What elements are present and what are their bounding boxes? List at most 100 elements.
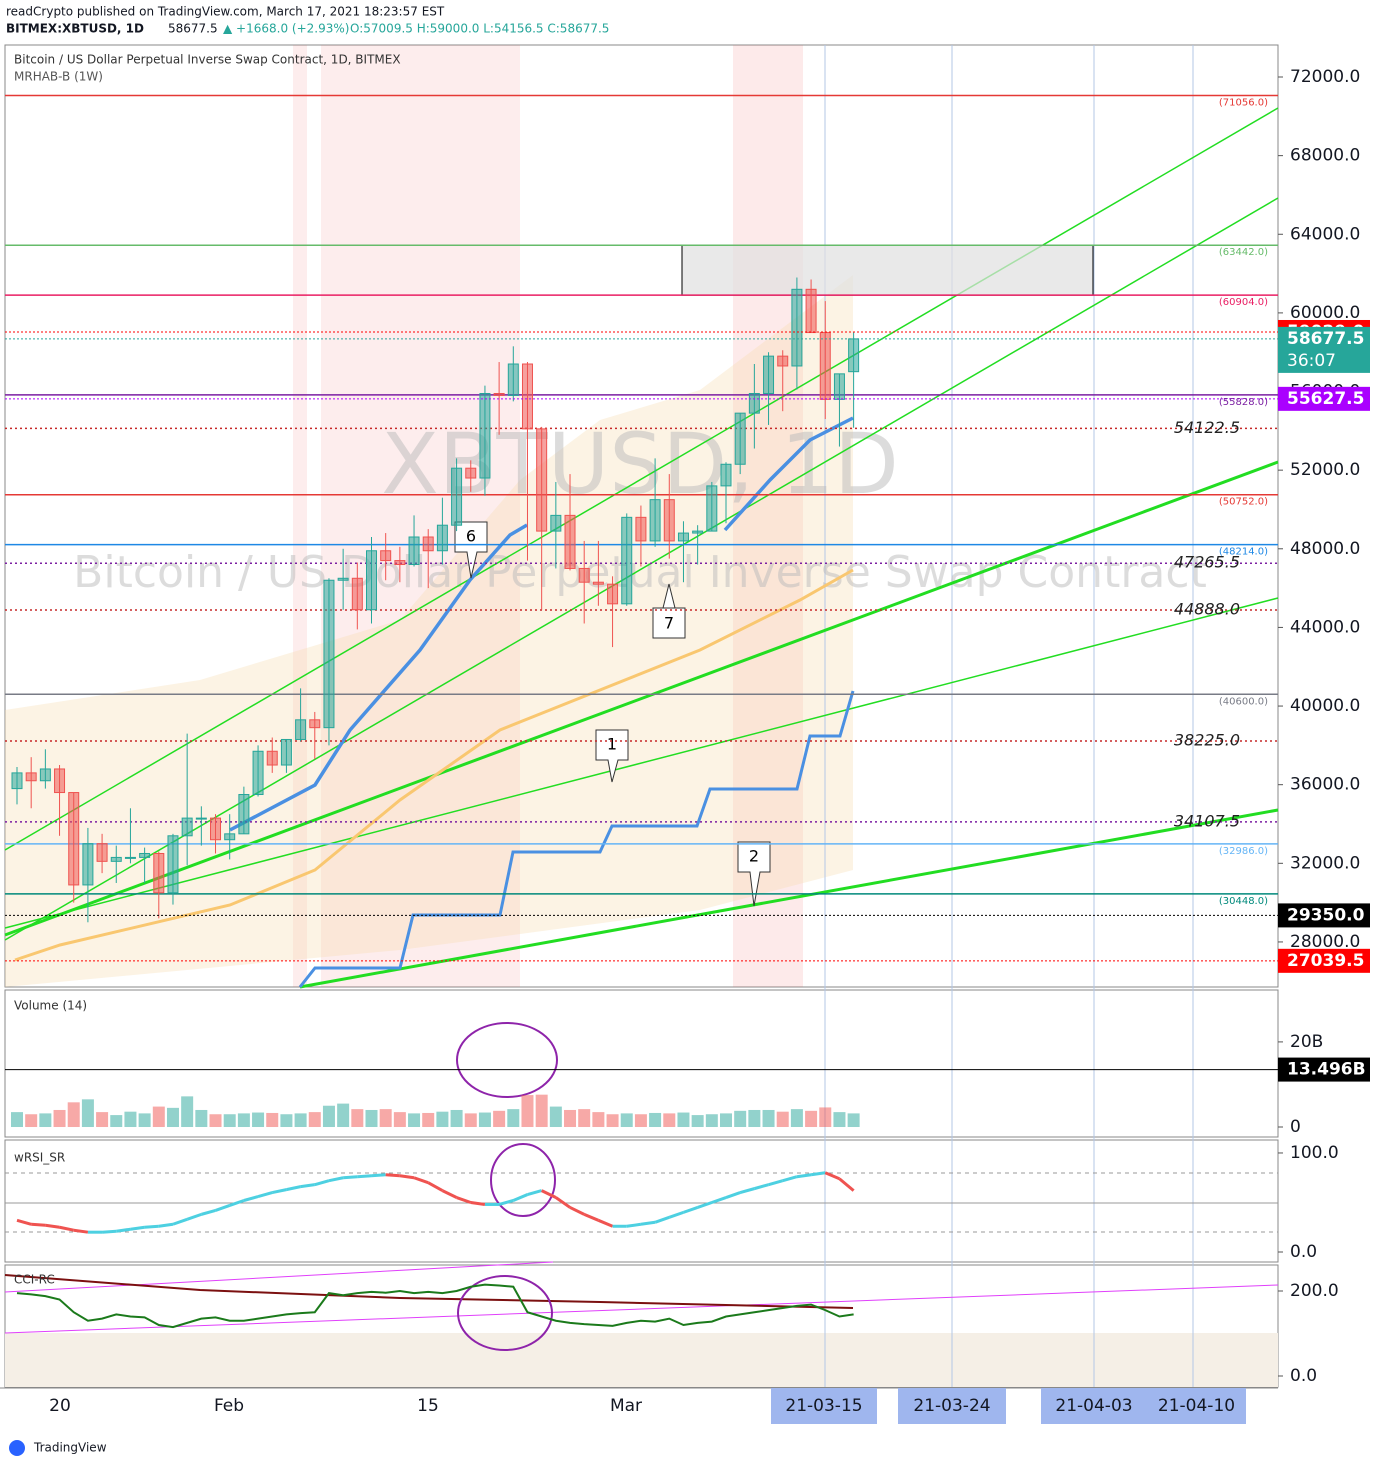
candle-body [493, 392, 505, 396]
volume-bar [606, 1114, 619, 1128]
volume-bar [11, 1112, 23, 1128]
indicator-segment [357, 1174, 372, 1179]
volume-bar [805, 1110, 818, 1128]
candle-body [706, 485, 718, 532]
candle-body [252, 750, 264, 796]
header-bg [0, 0, 1382, 44]
y-tick-label: 200.0 [1290, 1281, 1339, 1301]
candle-body [210, 817, 222, 841]
moving-average [229, 523, 528, 832]
candle-body [195, 817, 207, 820]
level-label: 47265.5 [1174, 553, 1240, 572]
candle-body [649, 499, 661, 542]
cci-band [5, 1333, 1278, 1387]
level-label: (71056.0) [1219, 98, 1268, 109]
callout: 1 [595, 729, 629, 783]
volume-bar [195, 1109, 208, 1128]
highlight-band [321, 45, 520, 987]
indicator-segment [31, 1222, 46, 1227]
candle-body [692, 530, 704, 534]
indicator-segment [697, 1201, 713, 1209]
indicator-segment [257, 1191, 273, 1198]
y-tick-label: 72000.0 [1290, 67, 1360, 87]
candle-body [578, 567, 590, 583]
candle-body [833, 373, 845, 400]
volume-bar [422, 1112, 435, 1128]
callout: 7 [652, 583, 686, 639]
price-axis [1279, 0, 1382, 1467]
indicator-segment [130, 1225, 145, 1231]
indicator-segment [541, 1189, 557, 1199]
callout-label: 2 [749, 847, 759, 866]
volume-bar [464, 1113, 477, 1128]
x-range-box [1147, 1388, 1246, 1424]
level-label: (50752.0) [1219, 497, 1268, 508]
volume-bar [25, 1114, 38, 1128]
x-range-label: 21-04-10 [1158, 1396, 1235, 1416]
volume-bar [280, 1114, 293, 1128]
candle-body [309, 719, 321, 729]
volume-bar [393, 1112, 406, 1128]
price-tag-label: 58677.5 [1287, 329, 1364, 349]
candle-body [479, 392, 491, 479]
level-label: 38225.0 [1174, 730, 1240, 749]
candle-body [734, 412, 746, 465]
indicator-segment [371, 1173, 386, 1178]
indicator-segment [569, 1206, 585, 1216]
candle-body [819, 332, 831, 400]
moving-average [14, 568, 854, 962]
level-label: (48214.0) [1219, 547, 1268, 558]
candle-body [380, 550, 392, 562]
level-label: (40600.0) [1219, 696, 1268, 707]
callout: 2 [737, 841, 771, 907]
volume-bar [776, 1111, 789, 1128]
price-tag [1278, 903, 1370, 928]
indicator-segment [73, 1228, 89, 1234]
volume-bar [493, 1110, 506, 1128]
candle-body [280, 738, 292, 766]
candle-body [39, 768, 51, 782]
volume-bar [564, 1109, 577, 1128]
candle-body [11, 772, 23, 790]
indicator-segment [739, 1187, 755, 1195]
volume-bar [124, 1111, 137, 1128]
volume-bar [734, 1110, 747, 1128]
indicator-segment [711, 1196, 727, 1204]
channel-line [4, 1284, 1279, 1334]
candle-body [791, 288, 803, 367]
indicator-segment [441, 1189, 458, 1199]
indicator-segment [144, 1224, 159, 1229]
volume-bar [450, 1109, 463, 1128]
trend-line [4, 197, 1279, 941]
candle-body [720, 463, 732, 487]
volume-bar [748, 1109, 761, 1128]
y-tick-label: 36000.0 [1290, 775, 1360, 795]
volume-bar [819, 1107, 832, 1128]
x-tick-label: 15 [417, 1396, 439, 1416]
indicator-segment [172, 1217, 188, 1226]
indicator-segment [215, 1204, 231, 1212]
volume-bar [81, 1099, 94, 1128]
volume-bar [181, 1096, 194, 1128]
circle [490, 1143, 556, 1217]
pane-title: Volume (14) [14, 999, 87, 1013]
x-tick-label: 20 [49, 1396, 71, 1416]
trend-line [299, 808, 1279, 989]
candle-body [266, 750, 278, 766]
y-tick-label: 48000.0 [1290, 539, 1360, 559]
indicator-segment [243, 1195, 259, 1202]
symbol: BITMEX:XBTUSD, 1D [6, 22, 144, 36]
candle-body [25, 772, 37, 782]
indicator-segment [116, 1227, 131, 1233]
level-label: (60904.0) [1219, 297, 1268, 308]
indicator-segment [583, 1212, 599, 1222]
candle-body [621, 516, 633, 605]
price-tag [1278, 1057, 1370, 1082]
indicator-segment [300, 1183, 315, 1189]
volume-bar [521, 1095, 534, 1128]
volume-bar [677, 1112, 690, 1128]
candle-body [110, 856, 122, 862]
callout-label: 7 [664, 614, 674, 633]
candle-body [635, 516, 647, 542]
